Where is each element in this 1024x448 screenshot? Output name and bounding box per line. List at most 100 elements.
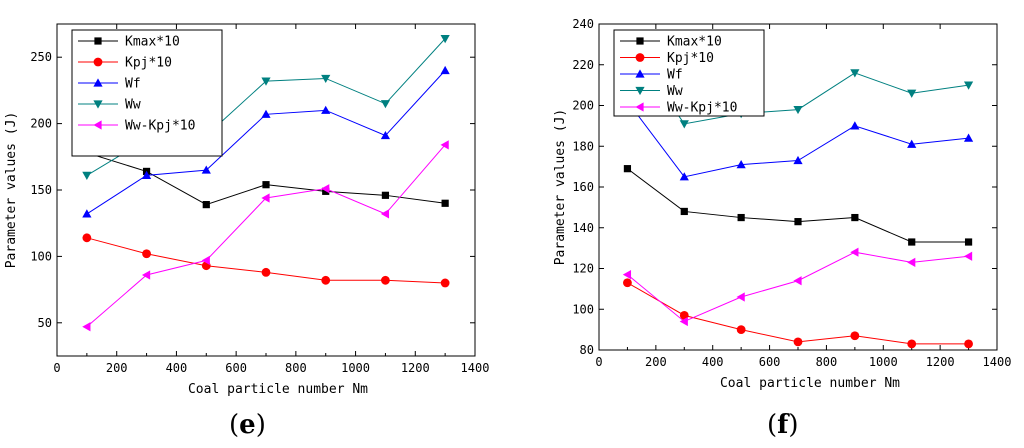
data-point-ww-kpj-10: [736, 292, 745, 302]
data-point-wf: [201, 165, 211, 174]
data-point-kmax-10: [680, 207, 688, 216]
data-point-wf: [679, 172, 689, 181]
data-point-kpj-10: [736, 325, 746, 335]
legend-label-ww-kpj-10: Ww-Kpj*10: [667, 101, 737, 116]
data-point-kmax-10: [262, 181, 270, 189]
x-tick-label: 0: [53, 361, 60, 375]
x-tick-label: 400: [166, 361, 188, 375]
data-point-ww: [907, 89, 917, 98]
data-point-kmax-10: [441, 199, 449, 207]
data-point-wf: [963, 133, 974, 142]
legend-marker: [93, 57, 103, 67]
data-point-ww-kpj-10: [141, 270, 151, 280]
legend-label-ww: Ww: [667, 84, 683, 99]
legend-label-kmax-10: Kmax*10: [667, 35, 722, 50]
x-tick-label: 1200: [926, 355, 955, 369]
data-point-kpj-10: [321, 275, 331, 285]
data-point-kmax-10: [623, 165, 632, 173]
data-point-wf: [82, 209, 92, 218]
y-tick-label: 200: [572, 99, 594, 113]
data-point-ww: [850, 69, 860, 78]
caption-f-letter: f: [777, 410, 789, 440]
data-point-kmax-10: [851, 213, 859, 222]
series-line-ww-kpj-10: [627, 251, 969, 323]
data-point-kpj-10: [261, 267, 271, 277]
data-point-kpj-10: [623, 278, 632, 288]
data-point-ww-kpj-10: [963, 251, 973, 261]
data-point-wf: [321, 105, 331, 114]
x-tick-label: 800: [285, 361, 307, 375]
x-tick-label: 200: [645, 355, 667, 369]
x-tick-label: 600: [759, 355, 781, 369]
chart-e: 0 200 400 600 800 1000 1200 1400 50 100 150 200 250 C…: [4, 23, 489, 397]
data-point-ww-kpj-10: [201, 255, 210, 265]
y-axis-title: Parameter values (J): [4, 112, 19, 269]
data-point-ww: [963, 81, 974, 90]
data-point-ww-kpj-10: [622, 270, 632, 280]
x-tick-label: 400: [702, 355, 724, 369]
series-line-ww-kpj-10: [86, 144, 446, 328]
y-tick-label: 180: [572, 139, 594, 153]
legend-label-wf: Wf: [125, 77, 141, 92]
data-point-ww: [82, 171, 92, 180]
data-point-kpj-10: [964, 339, 973, 349]
data-point-kmax-10: [908, 238, 916, 246]
y-tick-label: 150: [30, 183, 52, 197]
legend-marker: [93, 100, 103, 109]
legend-marker: [635, 53, 645, 62]
series-line-kmax-10: [627, 168, 969, 243]
y-axis-title: Parameter values (J): [553, 109, 568, 266]
data-point-wf: [141, 170, 152, 179]
data-point-ww: [440, 35, 450, 44]
legend-marker: [93, 78, 103, 87]
legend-label-ww-kpj-10: Ww-Kpj*10: [125, 119, 195, 134]
y-tick-label: 50: [38, 316, 52, 330]
data-point-ww-kpj-10: [440, 140, 449, 150]
y-tick-label: 120: [572, 262, 594, 276]
legend-marker: [635, 102, 644, 112]
data-point-kmax-10: [322, 187, 330, 195]
legend-label-wf: Wf: [667, 68, 683, 83]
data-point-wf: [850, 121, 860, 130]
data-point-wf: [793, 155, 803, 165]
data-point-ww: [380, 100, 391, 109]
x-axis-title: Coal particle number Nm: [720, 376, 900, 391]
data-point-ww-kpj-10: [793, 276, 802, 286]
legend-marker: [635, 86, 645, 96]
data-point-ww-kpj-10: [850, 247, 859, 257]
legend-label-kpj-10: Kpj*10: [125, 56, 172, 71]
x-tick-label: 1000: [341, 361, 370, 375]
caption-f: (f): [767, 410, 799, 440]
series-line-kpj-10: [627, 282, 969, 345]
legend-label-kpj-10: Kpj*10: [667, 51, 714, 66]
data-point-ww: [679, 120, 689, 129]
data-point-wf: [380, 130, 391, 140]
data-point-ww-kpj-10: [82, 322, 91, 332]
data-point-kpj-10: [381, 275, 390, 285]
data-point-wf: [736, 159, 746, 169]
caption-e-letter: e: [239, 410, 256, 440]
y-tick-label: 240: [572, 17, 594, 31]
series-ww-kpj-10: [82, 140, 449, 332]
y-tick-label: 220: [572, 58, 594, 72]
y-tick-label: 140: [572, 221, 594, 235]
data-point-kpj-10: [907, 339, 917, 349]
x-tick-label: 600: [225, 361, 247, 375]
x-axis-title: Coal particle number Nm: [188, 382, 368, 397]
series-kpj-10: [623, 278, 973, 349]
data-point-ww: [793, 105, 803, 115]
data-point-kmax-10: [737, 213, 745, 222]
series-ww-kpj-10: [622, 247, 973, 327]
data-point-kpj-10: [142, 249, 151, 259]
data-point-kpj-10: [679, 310, 689, 320]
legend-marker: [636, 37, 644, 45]
x-tick-label: 1200: [401, 361, 430, 375]
data-point-ww: [321, 74, 331, 84]
data-point-kpj-10: [850, 331, 860, 341]
y-tick-label: 80: [580, 343, 594, 357]
x-tick-label: 0: [595, 355, 602, 369]
data-point-ww: [261, 77, 271, 86]
data-point-kmax-10: [964, 238, 973, 246]
